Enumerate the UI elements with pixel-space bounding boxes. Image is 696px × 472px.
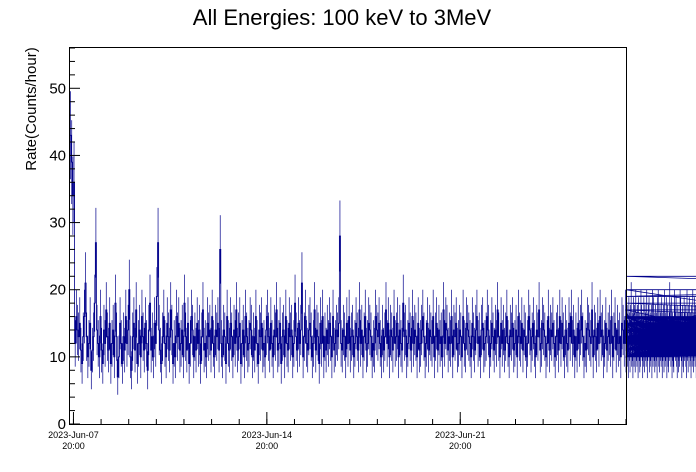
- x-tick-time-label: 20:00: [256, 441, 279, 451]
- x-tick-date-label: 2023-Jun-07: [48, 430, 99, 440]
- y-tick-label: 10: [49, 349, 66, 366]
- y-axis-label: Rate(Counts/hour): [23, 47, 40, 170]
- x-tick-date-label: 2023-Jun-14: [242, 430, 293, 440]
- chart-title: All Energies: 100 keV to 3MeV: [193, 5, 492, 30]
- series-error-bars: [70, 91, 696, 395]
- y-tick-label: 20: [49, 282, 66, 299]
- y-tick-label: 50: [49, 80, 66, 97]
- plot-frame: [69, 47, 627, 425]
- series-line: [70, 134, 696, 378]
- x-tick-date-label: 2023-Jun-21: [435, 430, 486, 440]
- axes: 010203040502023-Jun-0720:002023-Jun-1420…: [48, 47, 627, 451]
- y-tick-label: 30: [49, 215, 66, 232]
- y-tick-label: 0: [58, 416, 66, 433]
- rate-series: [70, 91, 696, 395]
- x-tick-time-label: 20:00: [449, 441, 472, 451]
- x-tick-time-label: 20:00: [62, 441, 85, 451]
- y-tick-label: 40: [49, 147, 66, 164]
